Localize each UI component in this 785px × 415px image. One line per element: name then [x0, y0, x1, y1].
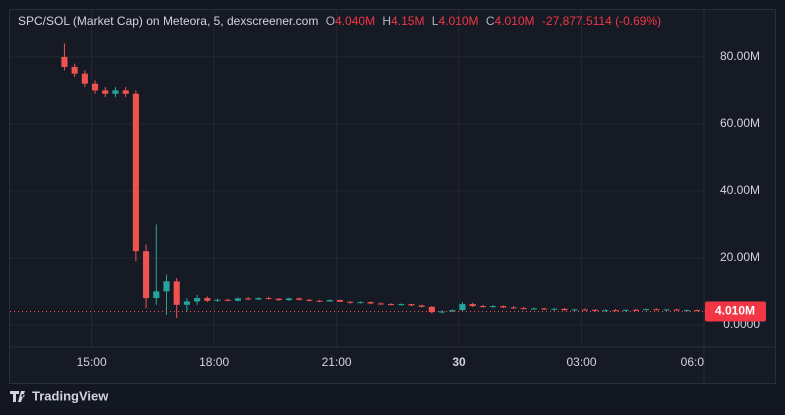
last-price-tag	[705, 301, 766, 322]
change: -27,877.5114 (-0.69%)	[542, 14, 661, 28]
x-tick-label: 15:00	[77, 355, 107, 369]
candle-body	[683, 310, 691, 312]
candle-body	[173, 281, 180, 305]
chart-frame	[9, 9, 776, 384]
candle-body	[673, 309, 680, 311]
candle-body	[265, 298, 272, 300]
candle-body	[61, 56, 68, 67]
candle-body	[326, 300, 333, 302]
y-tick-label: 60.00M	[720, 116, 760, 130]
candle-body	[306, 299, 313, 301]
candle-body	[357, 302, 364, 304]
candle-body	[622, 309, 629, 311]
candle-body	[632, 309, 640, 311]
candle-body	[612, 310, 619, 312]
candle-body	[663, 309, 670, 311]
ohlc-label: L	[432, 14, 439, 28]
candle-body	[479, 306, 486, 308]
candle-body	[91, 83, 99, 91]
ohlc-value: 4.010M	[495, 14, 535, 28]
brand: TradingView	[32, 388, 109, 403]
candle-body	[551, 308, 558, 310]
candle-body	[163, 281, 170, 292]
candle-body	[520, 308, 527, 310]
ohlc-label: O	[326, 14, 335, 28]
y-tick-label: 40.00M	[720, 183, 760, 197]
candle-body	[581, 309, 588, 311]
ohlc-value: 4.010M	[438, 14, 478, 28]
candle-body	[377, 303, 384, 305]
candle-body	[204, 298, 211, 301]
candle-body	[694, 310, 701, 312]
candle-body	[571, 309, 578, 311]
candle-body	[245, 298, 252, 300]
logo-icon	[10, 391, 25, 402]
candle-body	[510, 307, 517, 309]
candle-body	[336, 300, 344, 302]
y-tick-label: 80.00M	[720, 49, 760, 63]
candle-body	[234, 298, 241, 301]
candle-body	[143, 251, 150, 299]
candle-body	[275, 298, 282, 301]
ohlc-label: C	[486, 14, 495, 28]
candle-body	[653, 309, 660, 311]
candle-body	[224, 299, 231, 301]
brand-logo[interactable]: TradingView	[10, 388, 109, 403]
candle-body	[459, 304, 466, 311]
candle-body	[255, 298, 262, 300]
x-tick-label: 18:00	[199, 355, 229, 369]
candle-body	[81, 73, 88, 84]
candle-body	[643, 309, 650, 311]
ohlc-value: 4.040M	[335, 14, 375, 28]
candle-body	[153, 291, 160, 299]
candle-body	[408, 304, 415, 306]
candle-body	[214, 299, 221, 301]
x-tick-label: 06:0	[681, 355, 705, 369]
ohlc-label: H	[382, 14, 391, 28]
candle-body	[592, 309, 599, 311]
candle-body	[438, 311, 446, 313]
candle-body	[132, 93, 139, 252]
candle-body	[347, 301, 354, 303]
legend-header: SPC/SOL (Market Cap) on Meteora, 5, dexs…	[18, 14, 661, 28]
candle-body	[428, 306, 435, 313]
candle-body	[418, 305, 425, 307]
candle-body	[490, 306, 497, 308]
candle-body	[561, 308, 568, 311]
candles	[10, 43, 711, 319]
candle-body	[387, 304, 395, 306]
candle-body	[112, 90, 119, 94]
candle-body	[367, 302, 374, 304]
candle-body	[183, 301, 190, 305]
candle-body	[541, 308, 548, 310]
y-tick-label: 20.00M	[720, 250, 760, 264]
grid	[10, 10, 704, 347]
candle-body	[500, 306, 507, 308]
x-tick-label: 21:00	[322, 355, 352, 369]
candle-body	[530, 308, 537, 310]
ohlc-value: 4.15M	[391, 14, 424, 28]
candle-body	[71, 66, 78, 74]
candle-body	[122, 90, 129, 94]
candle-body	[285, 298, 293, 301]
chart-title: SPC/SOL (Market Cap) on Meteora, 5, dexs…	[18, 14, 318, 28]
candle-body	[449, 310, 456, 312]
candle-body	[296, 298, 303, 300]
last-price-label: 4.010M	[715, 304, 755, 318]
candle-body	[102, 90, 109, 94]
candle-body	[602, 310, 609, 312]
candle-body	[194, 298, 201, 302]
x-tick-label: 03:00	[567, 355, 597, 369]
candle-body	[316, 300, 323, 302]
candle-body	[469, 304, 476, 307]
x-tick-label: 30	[452, 355, 466, 369]
candle-body	[398, 304, 405, 306]
